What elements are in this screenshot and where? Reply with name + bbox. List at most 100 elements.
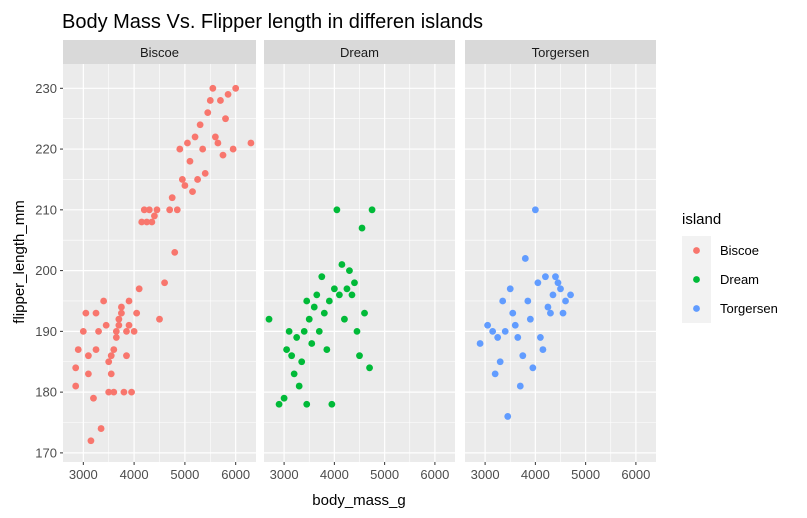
data-point-biscoe bbox=[130, 327, 138, 335]
data-point-dream bbox=[283, 346, 291, 353]
data-point-dream bbox=[310, 303, 318, 311]
data-point-dream bbox=[338, 261, 346, 268]
y-tick-label: 180 bbox=[35, 385, 57, 400]
data-point-biscoe bbox=[143, 218, 151, 226]
x-tick-label: 5000 bbox=[370, 467, 399, 482]
data-point-dream bbox=[315, 327, 323, 335]
strip-label-biscoe: Biscoe bbox=[140, 45, 179, 60]
data-point-biscoe bbox=[107, 370, 115, 378]
data-point-biscoe bbox=[138, 218, 146, 226]
legend-title: island bbox=[682, 211, 721, 228]
data-point-biscoe bbox=[79, 327, 87, 335]
data-point-biscoe bbox=[105, 358, 113, 366]
data-point-biscoe bbox=[102, 321, 110, 329]
data-point-biscoe bbox=[128, 388, 135, 396]
data-point-torgersen bbox=[562, 297, 569, 305]
y-tick-label: 190 bbox=[35, 324, 57, 339]
data-point-dream bbox=[298, 358, 306, 366]
data-point-biscoe bbox=[135, 285, 143, 293]
data-point-dream bbox=[303, 400, 311, 408]
data-point-dream bbox=[346, 267, 353, 274]
data-point-biscoe bbox=[148, 218, 156, 226]
data-point-biscoe bbox=[184, 139, 191, 147]
data-point-biscoe bbox=[87, 437, 95, 445]
data-point-biscoe bbox=[168, 194, 176, 202]
data-point-dream bbox=[265, 315, 273, 323]
strip-dream bbox=[264, 40, 455, 64]
data-point-biscoe bbox=[171, 248, 179, 256]
data-point-dream bbox=[335, 291, 343, 299]
data-point-dream bbox=[348, 291, 356, 299]
legend: island Biscoe Dream Torgersen bbox=[682, 211, 778, 323]
data-point-biscoe bbox=[110, 346, 118, 353]
legend-marker-torgersen bbox=[693, 305, 700, 312]
data-point-biscoe bbox=[112, 327, 120, 335]
data-point-biscoe bbox=[247, 139, 255, 147]
data-point-torgersen bbox=[559, 309, 567, 317]
x-tick-label: 3000 bbox=[471, 467, 500, 482]
data-point-biscoe bbox=[161, 279, 168, 287]
data-point-biscoe bbox=[95, 327, 102, 335]
data-point-torgersen bbox=[552, 273, 559, 281]
y-tick-label: 200 bbox=[35, 263, 57, 278]
data-point-dream bbox=[288, 352, 296, 360]
y-axis: 170 180 190 200 210 220 230 bbox=[35, 81, 63, 460]
data-point-dream bbox=[323, 346, 331, 353]
legend-item-biscoe: Biscoe bbox=[682, 236, 759, 265]
data-point-torgersen bbox=[506, 285, 514, 293]
data-point-dream bbox=[280, 394, 288, 402]
data-point-dream bbox=[330, 285, 338, 293]
data-point-biscoe bbox=[118, 303, 125, 311]
data-point-torgersen bbox=[524, 297, 532, 305]
data-point-torgersen bbox=[491, 370, 499, 378]
data-point-dream bbox=[318, 273, 326, 281]
data-point-dream bbox=[320, 309, 328, 317]
data-point-dream bbox=[366, 364, 373, 372]
data-point-torgersen bbox=[549, 291, 557, 299]
data-point-biscoe bbox=[90, 394, 97, 402]
data-point-biscoe bbox=[125, 321, 133, 329]
panel-dream: Dream bbox=[264, 40, 455, 462]
data-point-dream bbox=[313, 291, 321, 299]
data-point-biscoe bbox=[178, 176, 186, 183]
x-tick-label: 6000 bbox=[221, 467, 250, 482]
data-point-torgersen bbox=[534, 279, 542, 287]
data-point-biscoe bbox=[72, 364, 80, 372]
data-point-biscoe bbox=[123, 327, 130, 335]
data-point-biscoe bbox=[153, 206, 161, 214]
data-point-torgersen bbox=[567, 291, 574, 299]
data-point-dream bbox=[351, 279, 358, 287]
data-point-torgersen bbox=[521, 255, 529, 262]
data-point-torgersen bbox=[547, 309, 554, 317]
facet-panels: Biscoe Dream Torgersen bbox=[63, 40, 656, 462]
data-point-dream bbox=[275, 400, 283, 408]
data-point-torgersen bbox=[516, 382, 524, 390]
legend-label-torgersen: Torgersen bbox=[720, 301, 778, 316]
data-point-torgersen bbox=[539, 346, 547, 353]
x-axis-label: body_mass_g bbox=[312, 492, 405, 509]
data-point-dream bbox=[368, 206, 376, 214]
data-point-torgersen bbox=[519, 352, 527, 360]
data-point-biscoe bbox=[194, 176, 201, 183]
data-point-biscoe bbox=[92, 346, 100, 353]
data-point-biscoe bbox=[82, 309, 90, 317]
x-tick-label: 3000 bbox=[69, 467, 98, 482]
x-tick-label: 5000 bbox=[571, 467, 600, 482]
data-point-biscoe bbox=[156, 315, 163, 323]
data-point-torgersen bbox=[531, 206, 539, 214]
data-point-dream bbox=[328, 400, 336, 408]
legend-item-torgersen: Torgersen bbox=[682, 294, 778, 323]
data-point-biscoe bbox=[133, 309, 141, 317]
data-point-torgersen bbox=[529, 364, 537, 372]
legend-marker-biscoe bbox=[693, 247, 700, 254]
data-point-biscoe bbox=[189, 188, 196, 196]
data-point-biscoe bbox=[229, 145, 237, 153]
data-point-torgersen bbox=[499, 297, 507, 305]
y-tick-label: 230 bbox=[35, 81, 57, 96]
data-point-torgersen bbox=[536, 334, 544, 341]
data-point-biscoe bbox=[186, 157, 194, 165]
panel-biscoe: Biscoe bbox=[63, 40, 256, 462]
x-tick-label: 4000 bbox=[120, 467, 149, 482]
data-point-torgersen bbox=[557, 285, 564, 293]
data-point-biscoe bbox=[72, 382, 80, 390]
